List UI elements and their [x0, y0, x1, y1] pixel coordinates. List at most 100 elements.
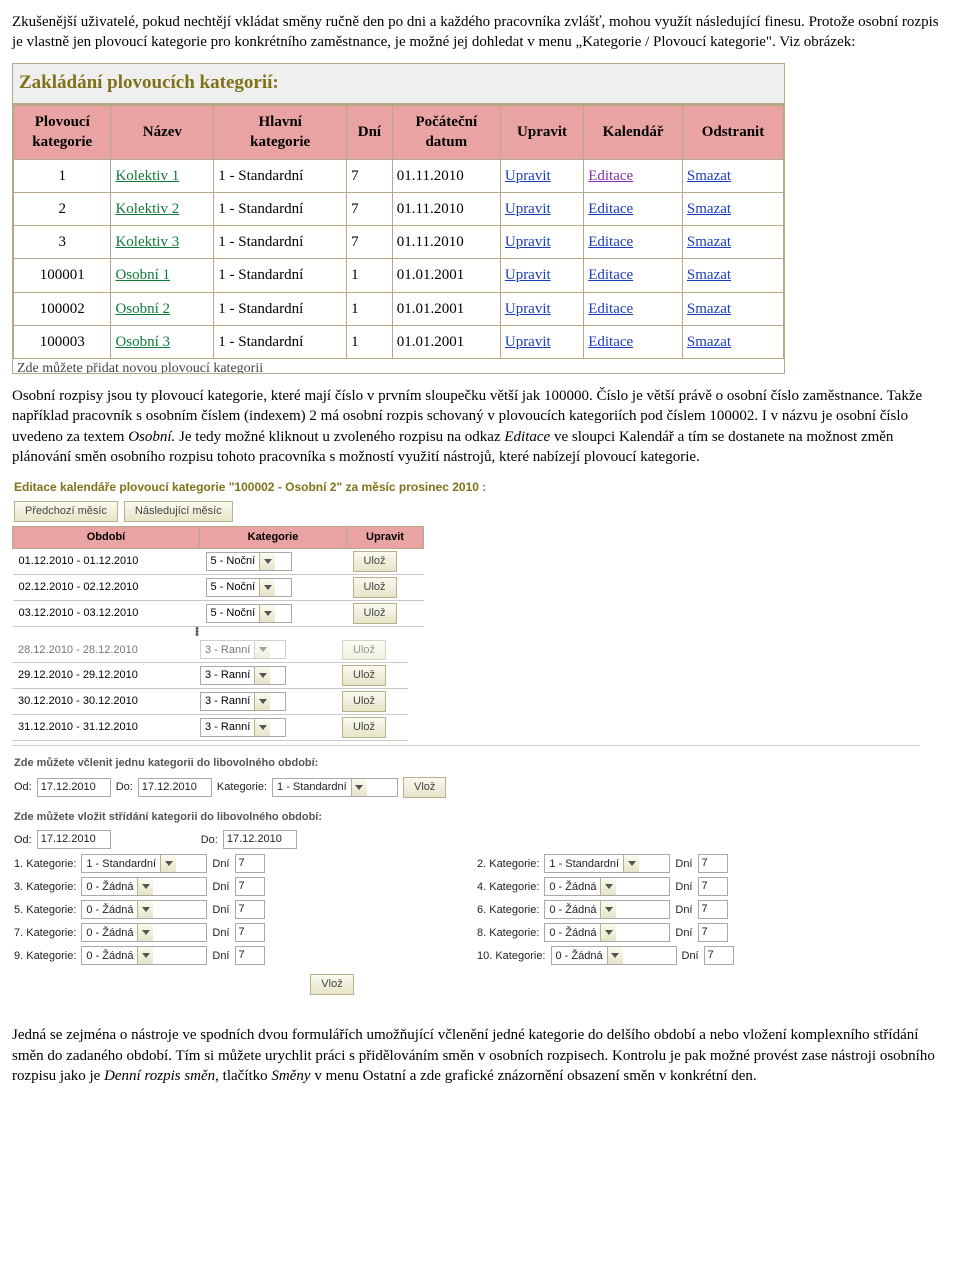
categories-header: Upravit [500, 106, 583, 160]
smazat-link[interactable]: Smazat [687, 301, 731, 317]
kategorie-select-value: 1 - Standardní [277, 780, 347, 795]
middle-paragraph: Osobní rozpisy jsou ty plovoucí kategori… [12, 386, 948, 467]
smazat-link[interactable]: Smazat [687, 334, 731, 350]
upravit-link[interactable]: Upravit [505, 234, 551, 250]
dni-input[interactable]: 7 [235, 946, 265, 965]
do-input[interactable]: 17.12.2010 [138, 778, 212, 797]
editace-link[interactable]: Editace [588, 334, 633, 350]
uloz-button[interactable]: Ulož [353, 603, 397, 624]
smazat-link[interactable]: Smazat [687, 201, 731, 217]
dni-input[interactable]: 7 [235, 877, 265, 896]
editace-link[interactable]: Editace [588, 301, 633, 317]
uloz-button[interactable]: Ulož [342, 691, 386, 712]
alt-number: 1. Kategorie: [14, 857, 76, 872]
editace-link[interactable]: Editace [588, 168, 633, 184]
category-select[interactable]: 3 - Ranní [200, 692, 286, 711]
alt-category-select[interactable]: 0 - Žádná [544, 877, 670, 896]
upravit-link[interactable]: Upravit [505, 267, 551, 283]
action-cell: Ulož [336, 638, 408, 663]
dni-input[interactable]: 7 [235, 854, 265, 873]
od-input[interactable]: 17.12.2010 [37, 778, 111, 797]
period-cell: 03.12.2010 - 03.12.2010 [13, 600, 200, 626]
table-cell: Smazat [682, 226, 783, 259]
name-link[interactable]: Osobní 2 [115, 301, 170, 317]
smazat-link[interactable]: Smazat [687, 267, 731, 283]
dni-input[interactable]: 7 [698, 877, 728, 896]
alt-category-value: 0 - Žádná [86, 926, 133, 941]
table-cell: Kolektiv 1 [111, 159, 214, 192]
alt-category-select[interactable]: 0 - Žádná [81, 900, 207, 919]
alt-category-select[interactable]: 0 - Žádná [544, 900, 670, 919]
calendar-row: 31.12.2010 - 31.12.20103 - RanníUlož [12, 715, 408, 741]
dni-input[interactable]: 7 [698, 854, 728, 873]
uloz-button[interactable]: Ulož [342, 640, 386, 661]
table-cell: Editace [584, 192, 683, 225]
upravit-link[interactable]: Upravit [505, 168, 551, 184]
alt-category-select[interactable]: 0 - Žádná [81, 877, 207, 896]
category-select[interactable]: 5 - Noční [206, 578, 292, 597]
mp-b: Osobní. [128, 429, 179, 445]
prev-month-button[interactable]: Předchozí měsíc [14, 501, 118, 522]
name-link[interactable]: Kolektiv 3 [115, 234, 179, 250]
editace-link[interactable]: Editace [588, 201, 633, 217]
upravit-link[interactable]: Upravit [505, 334, 551, 350]
alt-category-select[interactable]: 0 - Žádná [551, 946, 677, 965]
upravit-link[interactable]: Upravit [505, 301, 551, 317]
dni-input[interactable]: 7 [235, 923, 265, 942]
table-row: 3Kolektiv 31 - Standardní701.11.2010Upra… [14, 226, 784, 259]
category-select[interactable]: 3 - Ranní [200, 718, 286, 737]
name-link[interactable]: Kolektiv 2 [115, 201, 179, 217]
table-cell: 1 - Standardní [214, 159, 347, 192]
dni-input[interactable]: 7 [704, 946, 734, 965]
uloz-button[interactable]: Ulož [342, 717, 386, 738]
do-label: Do: [116, 780, 133, 795]
vloz-button-2[interactable]: Vlož [310, 974, 353, 995]
period-cell: 29.12.2010 - 29.12.2010 [12, 663, 194, 689]
name-link[interactable]: Kolektiv 1 [115, 168, 179, 184]
category-select[interactable]: 5 - Noční [206, 552, 292, 571]
categories-header: Odstranit [682, 106, 783, 160]
bp-e: v menu Ostatní a zde grafické znázornění… [311, 1068, 757, 1084]
alt-category-select[interactable]: 0 - Žádná [81, 946, 207, 965]
table-cell: Osobní 1 [111, 259, 214, 292]
name-link[interactable]: Osobní 3 [115, 334, 170, 350]
name-link[interactable]: Osobní 1 [115, 267, 170, 283]
alt-category-value: 0 - Žádná [549, 926, 596, 941]
dni-input[interactable]: 7 [698, 900, 728, 919]
editace-link[interactable]: Editace [588, 234, 633, 250]
smazat-link[interactable]: Smazat [687, 234, 731, 250]
alt-category-select[interactable]: 1 - Standardní [81, 854, 207, 873]
uloz-button[interactable]: Ulož [353, 577, 397, 598]
dni-input[interactable]: 7 [698, 923, 728, 942]
category-select[interactable]: 3 - Ranní [200, 666, 286, 685]
smazat-link[interactable]: Smazat [687, 168, 731, 184]
table-cell: Kolektiv 2 [111, 192, 214, 225]
table-cell: Smazat [682, 259, 783, 292]
upravit-link[interactable]: Upravit [505, 201, 551, 217]
categories-header: Hlavníkategorie [214, 106, 347, 160]
od2-input[interactable]: 17.12.2010 [37, 830, 111, 849]
editace-link[interactable]: Editace [588, 267, 633, 283]
table-row: 2Kolektiv 21 - Standardní701.11.2010Upra… [14, 192, 784, 225]
uloz-button[interactable]: Ulož [342, 665, 386, 686]
next-month-button[interactable]: Následující měsíc [124, 501, 233, 522]
alt-category-select[interactable]: 0 - Žádná [544, 923, 670, 942]
table-cell: 7 [347, 159, 393, 192]
bp-b: Denní rozpis směn, [104, 1068, 219, 1084]
table-cell: Editace [584, 159, 683, 192]
do2-input[interactable]: 17.12.2010 [223, 830, 297, 849]
uloz-button[interactable]: Ulož [353, 551, 397, 572]
alt-category-select[interactable]: 1 - Standardní [544, 854, 670, 873]
category-cell: 5 - Noční [200, 600, 347, 626]
vloz-button-1[interactable]: Vlož [403, 777, 446, 798]
table-cell: 01.11.2010 [392, 192, 500, 225]
table-cell: 1 - Standardní [214, 192, 347, 225]
kategorie-select[interactable]: 1 - Standardní [272, 778, 398, 797]
action-cell: Ulož [336, 689, 408, 715]
category-select[interactable]: 3 - Ranní [200, 640, 286, 659]
calendar-panel: Editace kalendáře plovoucí kategorie "10… [12, 477, 920, 1001]
alt-category-select[interactable]: 0 - Žádná [81, 923, 207, 942]
category-select[interactable]: 5 - Noční [206, 604, 292, 623]
dni-input[interactable]: 7 [235, 900, 265, 919]
category-select-value: 3 - Ranní [205, 694, 250, 709]
